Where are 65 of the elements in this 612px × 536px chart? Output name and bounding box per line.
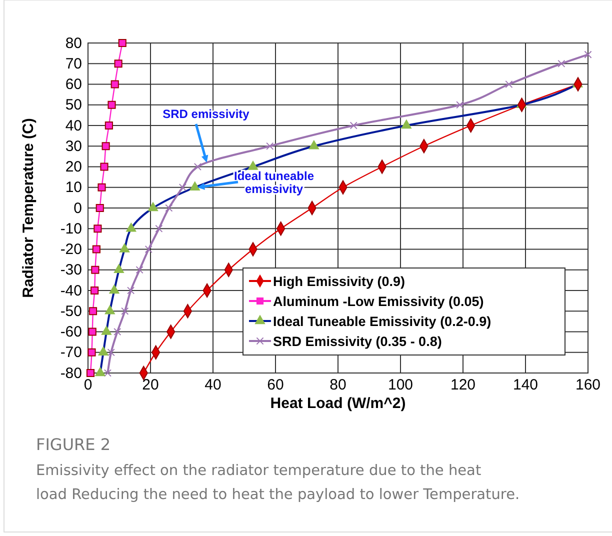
- y-tick-label: -10: [60, 220, 82, 238]
- point: [165, 204, 173, 212]
- point: [114, 328, 122, 336]
- y-tick-label: -40: [60, 282, 82, 300]
- point: [104, 121, 113, 130]
- point: [88, 328, 96, 336]
- y-tick-label: 80: [65, 34, 82, 52]
- y-tick-label: 50: [65, 96, 82, 114]
- x-tick-label: 40: [204, 376, 222, 394]
- y-tick-label: 20: [65, 158, 82, 176]
- y-tick-label: -50: [60, 302, 82, 320]
- point: [86, 368, 95, 378]
- point: [104, 369, 112, 377]
- legend-label: Aluminum -Low Emissivity (0.05): [273, 294, 484, 309]
- point: [121, 307, 129, 315]
- point: [91, 266, 100, 274]
- point: [350, 122, 358, 130]
- point: [107, 348, 115, 356]
- y-axis-title: Radiator Temperature (C): [20, 118, 37, 298]
- y-tick-label: 0: [74, 200, 82, 217]
- legend-label: SRD Emissivity (0.35 - 0.8): [273, 334, 442, 349]
- x-axis-title: Heat Load (W/m^2): [270, 395, 406, 412]
- x-tick-label: 140: [512, 376, 538, 394]
- y-tick-label: 30: [65, 138, 82, 155]
- point: [90, 286, 99, 295]
- point: [94, 224, 102, 233]
- point: [118, 38, 126, 48]
- point: [98, 183, 106, 192]
- point: [100, 162, 108, 171]
- legend-label: High Emissivity (0.9): [273, 274, 406, 289]
- point: [96, 204, 104, 212]
- x-tick-label: 20: [142, 376, 159, 394]
- y-tick-label: -80: [60, 364, 82, 382]
- y-tick-label: -20: [60, 241, 82, 258]
- point: [114, 60, 122, 68]
- legend-label: Ideal Tuneable Emissivity (0.2-0.9): [273, 314, 492, 329]
- text: Emissivity effect on the radiator temperature due to the heat load Reducing the need to heat the payload to lower Temperature.: [36, 463, 520, 503]
- y-tick-label: 70: [65, 55, 82, 72]
- point: [456, 101, 464, 109]
- y-tick-label: -30: [60, 262, 82, 279]
- point: [144, 245, 152, 254]
- point: [127, 286, 135, 294]
- point: [108, 100, 116, 109]
- x-tick-label: 120: [450, 376, 476, 394]
- point: [110, 80, 119, 88]
- point: [88, 348, 96, 356]
- y-tick-label: 60: [65, 76, 82, 94]
- point: [584, 50, 592, 58]
- point: [558, 60, 566, 68]
- x-tick-label: 160: [575, 376, 601, 394]
- point: [136, 266, 144, 274]
- point: [155, 224, 163, 232]
- y-tick-label: -60: [60, 324, 82, 341]
- caption: FIGURE 2: [36, 435, 111, 454]
- point: [92, 245, 100, 254]
- point: [88, 307, 98, 316]
- x-tick-label: 60: [267, 376, 284, 394]
- x-tick-label: 80: [330, 376, 346, 394]
- y-tick-label: -70: [60, 344, 82, 362]
- x-tick-label: 100: [388, 376, 414, 394]
- point: [266, 142, 274, 150]
- y-tick-label: 10: [65, 179, 82, 196]
- point: [505, 80, 513, 88]
- point: [102, 142, 110, 150]
- y-tick-label: 40: [65, 117, 82, 134]
